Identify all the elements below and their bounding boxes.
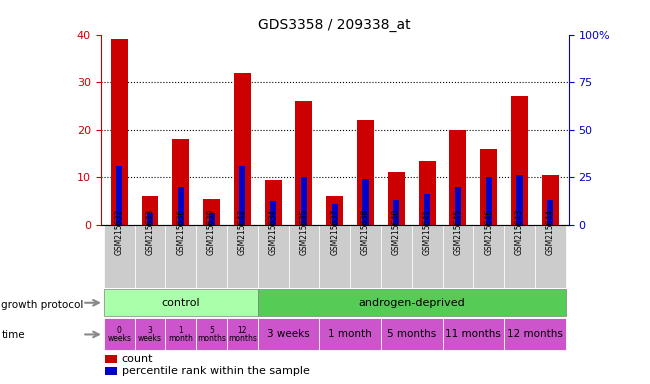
Bar xyxy=(411,225,443,288)
Bar xyxy=(104,289,258,316)
Text: 12
months: 12 months xyxy=(228,326,257,343)
Title: GDS3358 / 209338_at: GDS3358 / 209338_at xyxy=(259,18,411,32)
Text: 1 month: 1 month xyxy=(328,329,372,339)
Bar xyxy=(473,225,504,288)
Text: GSM215642: GSM215642 xyxy=(238,209,247,255)
Bar xyxy=(172,139,189,225)
Bar xyxy=(196,318,227,351)
Bar xyxy=(296,101,313,225)
Bar xyxy=(424,194,430,225)
Bar xyxy=(104,225,135,288)
Bar xyxy=(147,213,153,225)
Bar xyxy=(196,225,227,288)
Bar xyxy=(234,73,251,225)
Bar xyxy=(270,201,276,225)
Bar xyxy=(135,225,165,288)
Bar xyxy=(142,196,159,225)
Text: percentile rank within the sample: percentile rank within the sample xyxy=(122,366,309,376)
Text: GSM215646: GSM215646 xyxy=(484,209,493,255)
Bar xyxy=(227,318,258,351)
Bar xyxy=(504,318,566,351)
Bar xyxy=(363,179,369,225)
Text: count: count xyxy=(122,354,153,364)
Bar xyxy=(105,367,117,375)
Bar xyxy=(105,355,117,362)
Text: androgen-deprived: androgen-deprived xyxy=(358,298,465,308)
Bar xyxy=(135,318,165,351)
Bar xyxy=(381,225,411,288)
Bar xyxy=(443,318,504,351)
Text: 11 months: 11 months xyxy=(445,329,501,339)
Text: GSM215632: GSM215632 xyxy=(114,209,124,255)
Text: 0
weeks: 0 weeks xyxy=(107,326,131,343)
Bar xyxy=(227,225,258,288)
Bar xyxy=(547,200,553,225)
Text: 3
weeks: 3 weeks xyxy=(138,326,162,343)
Bar xyxy=(449,130,467,225)
Bar xyxy=(319,318,381,351)
Bar xyxy=(165,318,196,351)
Text: GSM215633: GSM215633 xyxy=(146,209,155,255)
Text: GSM215643: GSM215643 xyxy=(515,209,524,255)
Bar xyxy=(511,96,528,225)
Bar xyxy=(357,120,374,225)
Bar xyxy=(258,289,566,316)
Bar xyxy=(111,39,127,225)
Bar xyxy=(301,177,307,225)
Text: GSM215641: GSM215641 xyxy=(422,209,432,255)
Bar xyxy=(116,166,122,225)
Bar xyxy=(350,225,381,288)
Bar xyxy=(258,318,319,351)
Bar xyxy=(388,172,405,225)
Bar xyxy=(443,225,473,288)
Bar xyxy=(516,175,523,225)
Text: growth protocol: growth protocol xyxy=(1,300,84,310)
Text: GSM215636: GSM215636 xyxy=(176,209,185,255)
Bar xyxy=(480,149,497,225)
Text: GSM215634: GSM215634 xyxy=(268,209,278,255)
Bar xyxy=(486,177,492,225)
Text: GSM215645: GSM215645 xyxy=(454,209,462,255)
Bar xyxy=(504,225,535,288)
Text: 5
months: 5 months xyxy=(197,326,226,343)
Bar xyxy=(381,318,443,351)
Bar xyxy=(209,213,214,225)
Text: control: control xyxy=(161,298,200,308)
Bar xyxy=(203,199,220,225)
Bar xyxy=(326,196,343,225)
Text: 5 months: 5 months xyxy=(387,329,436,339)
Bar xyxy=(332,204,338,225)
Text: GSM215635: GSM215635 xyxy=(300,209,309,255)
Bar xyxy=(165,225,196,288)
Bar xyxy=(542,175,559,225)
Text: GSM215639: GSM215639 xyxy=(207,209,216,255)
Text: 12 months: 12 months xyxy=(507,329,563,339)
Text: 1
month: 1 month xyxy=(168,326,193,343)
Text: 3 weeks: 3 weeks xyxy=(267,329,310,339)
Bar xyxy=(319,225,350,288)
Bar xyxy=(419,161,436,225)
Text: GSM215637: GSM215637 xyxy=(330,209,339,255)
Bar xyxy=(265,180,281,225)
Bar xyxy=(258,225,289,288)
Bar xyxy=(393,200,399,225)
Bar xyxy=(455,187,461,225)
Text: GSM215644: GSM215644 xyxy=(546,209,555,255)
Bar xyxy=(239,166,246,225)
Text: GSM215640: GSM215640 xyxy=(392,209,401,255)
Bar xyxy=(104,318,135,351)
Text: time: time xyxy=(1,330,25,340)
Text: GSM215638: GSM215638 xyxy=(361,209,370,255)
Bar xyxy=(289,225,319,288)
Bar xyxy=(535,225,566,288)
Bar xyxy=(177,187,184,225)
